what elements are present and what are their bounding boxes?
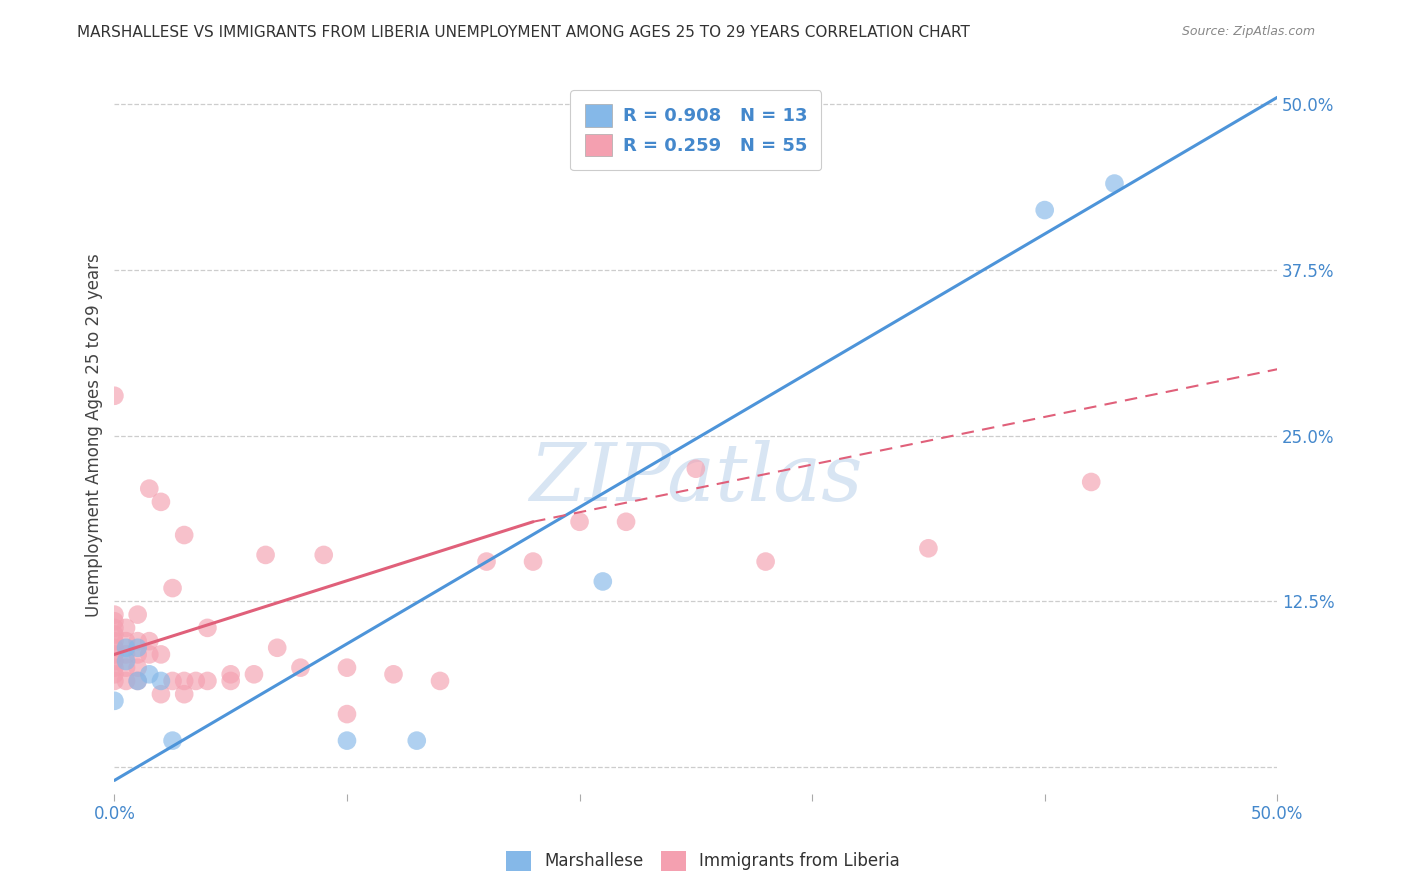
Point xyxy=(219,667,242,681)
Point xyxy=(219,673,242,688)
Point xyxy=(149,687,172,701)
Point xyxy=(127,673,149,688)
Point xyxy=(138,648,160,662)
Point xyxy=(266,640,288,655)
Point xyxy=(162,733,184,747)
Point xyxy=(138,482,160,496)
Point xyxy=(127,607,149,622)
Point xyxy=(1033,203,1056,218)
Point xyxy=(336,661,359,675)
Point xyxy=(103,648,125,662)
Point xyxy=(115,654,138,668)
Point xyxy=(162,673,184,688)
Point xyxy=(382,667,405,681)
Point xyxy=(115,673,138,688)
Point xyxy=(592,574,614,589)
Point xyxy=(614,515,637,529)
Point xyxy=(103,694,125,708)
Point xyxy=(173,687,195,701)
Point xyxy=(103,614,125,628)
Point xyxy=(336,733,359,747)
Y-axis label: Unemployment Among Ages 25 to 29 years: Unemployment Among Ages 25 to 29 years xyxy=(86,253,103,617)
Point xyxy=(103,607,125,622)
Point xyxy=(103,389,125,403)
Point xyxy=(138,634,160,648)
Point xyxy=(755,555,778,569)
Point xyxy=(429,673,451,688)
Point xyxy=(127,634,149,648)
Point xyxy=(290,661,312,675)
Point xyxy=(475,555,498,569)
Text: MARSHALLESE VS IMMIGRANTS FROM LIBERIA UNEMPLOYMENT AMONG AGES 25 TO 29 YEARS CO: MARSHALLESE VS IMMIGRANTS FROM LIBERIA U… xyxy=(77,25,970,40)
Point xyxy=(149,495,172,509)
Point xyxy=(115,648,138,662)
Point xyxy=(197,673,219,688)
Point xyxy=(127,640,149,655)
Legend: Marshallese, Immigrants from Liberia: Marshallese, Immigrants from Liberia xyxy=(498,842,908,880)
Point xyxy=(162,581,184,595)
Point xyxy=(405,733,427,747)
Point xyxy=(568,515,591,529)
Point xyxy=(127,673,149,688)
Point xyxy=(103,634,125,648)
Text: Source: ZipAtlas.com: Source: ZipAtlas.com xyxy=(1181,25,1315,38)
Point xyxy=(254,548,277,562)
Point xyxy=(312,548,335,562)
Text: ZIPatlas: ZIPatlas xyxy=(529,440,863,517)
Point xyxy=(685,461,707,475)
Point xyxy=(149,673,172,688)
Point xyxy=(103,654,125,668)
Point xyxy=(149,648,172,662)
Point xyxy=(103,621,125,635)
Point xyxy=(173,528,195,542)
Point xyxy=(103,640,125,655)
Point xyxy=(127,661,149,675)
Point xyxy=(115,640,138,655)
Point xyxy=(173,673,195,688)
Point xyxy=(1080,475,1102,489)
Point xyxy=(115,621,138,635)
Legend: R = 0.908   N = 13, R = 0.259   N = 55: R = 0.908 N = 13, R = 0.259 N = 55 xyxy=(571,90,821,170)
Point xyxy=(1104,177,1126,191)
Point xyxy=(103,673,125,688)
Point xyxy=(115,661,138,675)
Point xyxy=(103,661,125,675)
Point xyxy=(127,648,149,662)
Point xyxy=(138,667,160,681)
Point xyxy=(103,667,125,681)
Point xyxy=(197,621,219,635)
Point xyxy=(917,541,939,556)
Point xyxy=(103,627,125,641)
Point xyxy=(243,667,266,681)
Point xyxy=(336,707,359,722)
Point xyxy=(184,673,207,688)
Point xyxy=(522,555,544,569)
Point xyxy=(115,634,138,648)
